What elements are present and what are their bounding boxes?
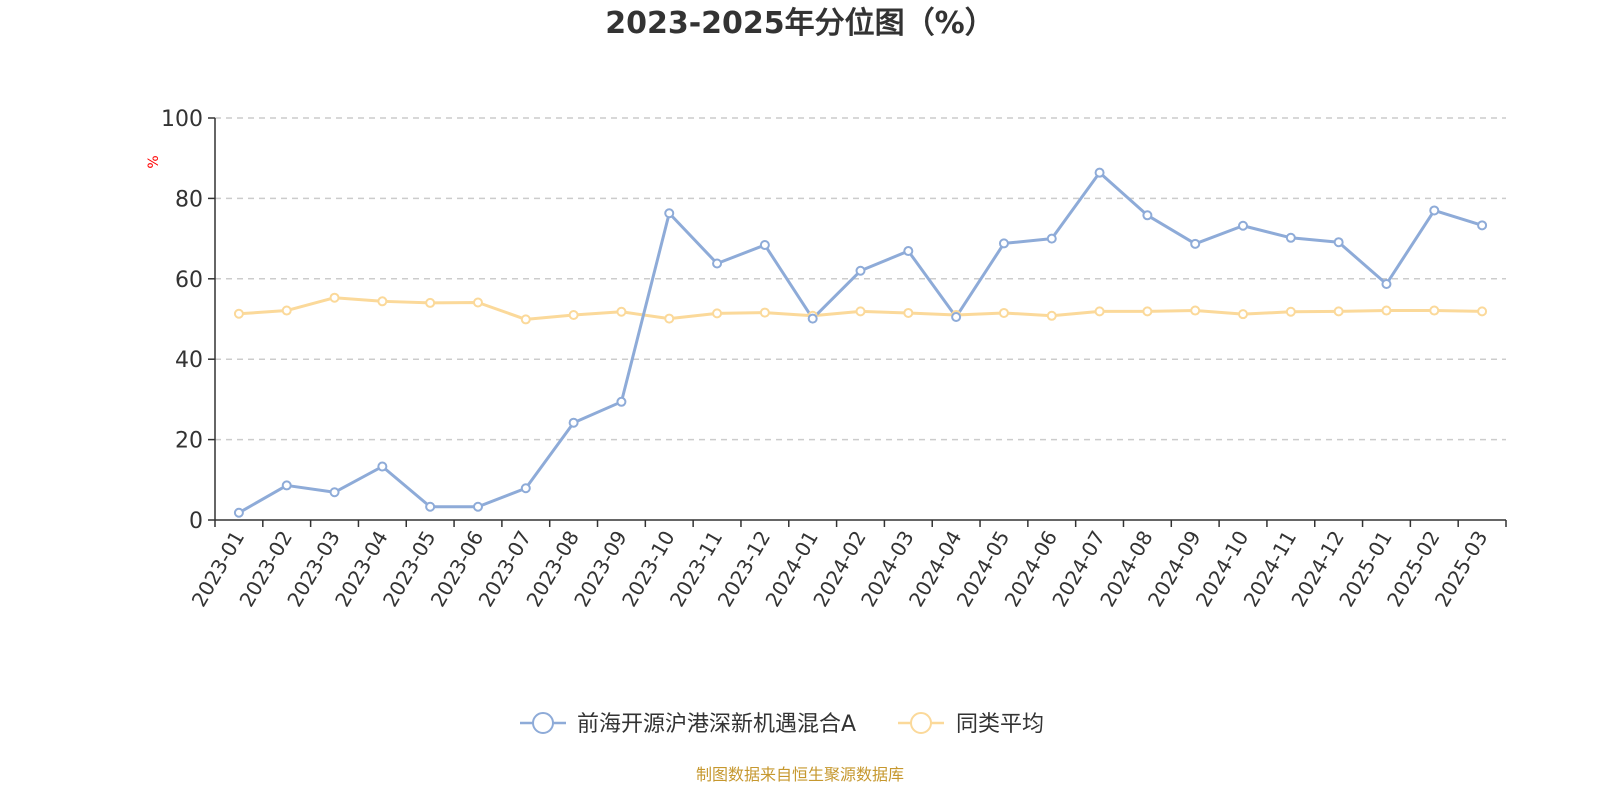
y-tick-labels: 0 20 40 60 80 100 (161, 107, 215, 534)
data-point (1477, 220, 1488, 231)
data-point (329, 292, 340, 303)
data-point (759, 240, 770, 251)
y-tick-label: 80 (175, 187, 203, 212)
y-tick-label: 60 (175, 268, 203, 293)
data-point (616, 306, 627, 317)
data-point (712, 258, 723, 269)
legend: 前海开源沪港深新机遇混合A 同类平均 (520, 712, 1044, 737)
chart-title: 2023-2025年分位图（%） (605, 6, 995, 41)
data-point (520, 314, 531, 325)
data-point (664, 208, 675, 219)
data-point (1142, 306, 1153, 317)
legend-label: 前海开源沪港深新机遇混合A (577, 712, 856, 737)
data-point (712, 308, 723, 319)
data-point (233, 507, 244, 518)
data-point (1429, 305, 1440, 316)
data-point (1477, 306, 1488, 317)
data-point (1046, 233, 1057, 244)
data-point (1190, 238, 1201, 249)
data-point (1094, 306, 1105, 317)
data-point (998, 307, 1009, 318)
data-point (1333, 306, 1344, 317)
data-point (951, 311, 962, 322)
data-point (472, 501, 483, 512)
data-point (281, 305, 292, 316)
y-tick-label: 0 (189, 509, 203, 534)
data-point (1094, 167, 1105, 178)
data-point (377, 296, 388, 307)
legend-marker (910, 712, 932, 734)
y-tick-label: 40 (175, 348, 203, 373)
data-point (664, 313, 675, 324)
data-point (1381, 305, 1392, 316)
data-point (1285, 232, 1296, 243)
data-point (807, 313, 818, 324)
y-tick-label: 20 (175, 429, 203, 454)
legend-marker (532, 712, 554, 734)
data-point (281, 480, 292, 491)
grid-lines (215, 117, 1506, 441)
data-point (1381, 279, 1392, 290)
data-point (568, 417, 579, 428)
data-point (425, 297, 436, 308)
data-point (1046, 310, 1057, 321)
data-point (568, 309, 579, 320)
data-point (616, 396, 627, 407)
data-point (1238, 309, 1249, 320)
data-point (425, 501, 436, 512)
series-lines (233, 167, 1488, 518)
y-axis-unit: % (146, 155, 162, 168)
data-point (855, 265, 866, 276)
series-line (238, 171, 1483, 515)
source-note: 制图数据来自恒生聚源数据库 (696, 765, 904, 784)
data-point (377, 461, 388, 472)
data-point (1190, 305, 1201, 316)
data-point (1429, 205, 1440, 216)
data-point (1285, 306, 1296, 317)
data-point (759, 307, 770, 318)
data-point (903, 307, 914, 318)
data-point (1238, 220, 1249, 231)
y-tick-label: 100 (161, 107, 203, 132)
x-tick-labels: 2023-012023-022023-032023-042023-052023-… (187, 520, 1507, 611)
data-point (855, 306, 866, 317)
axes (214, 118, 1506, 521)
data-point (1142, 210, 1153, 221)
data-point (520, 483, 531, 494)
legend-label: 同类平均 (956, 712, 1044, 737)
data-point (1333, 237, 1344, 248)
data-point (233, 308, 244, 319)
data-point (998, 238, 1009, 249)
data-point (329, 487, 340, 498)
data-point (472, 297, 483, 308)
data-point (903, 246, 914, 257)
